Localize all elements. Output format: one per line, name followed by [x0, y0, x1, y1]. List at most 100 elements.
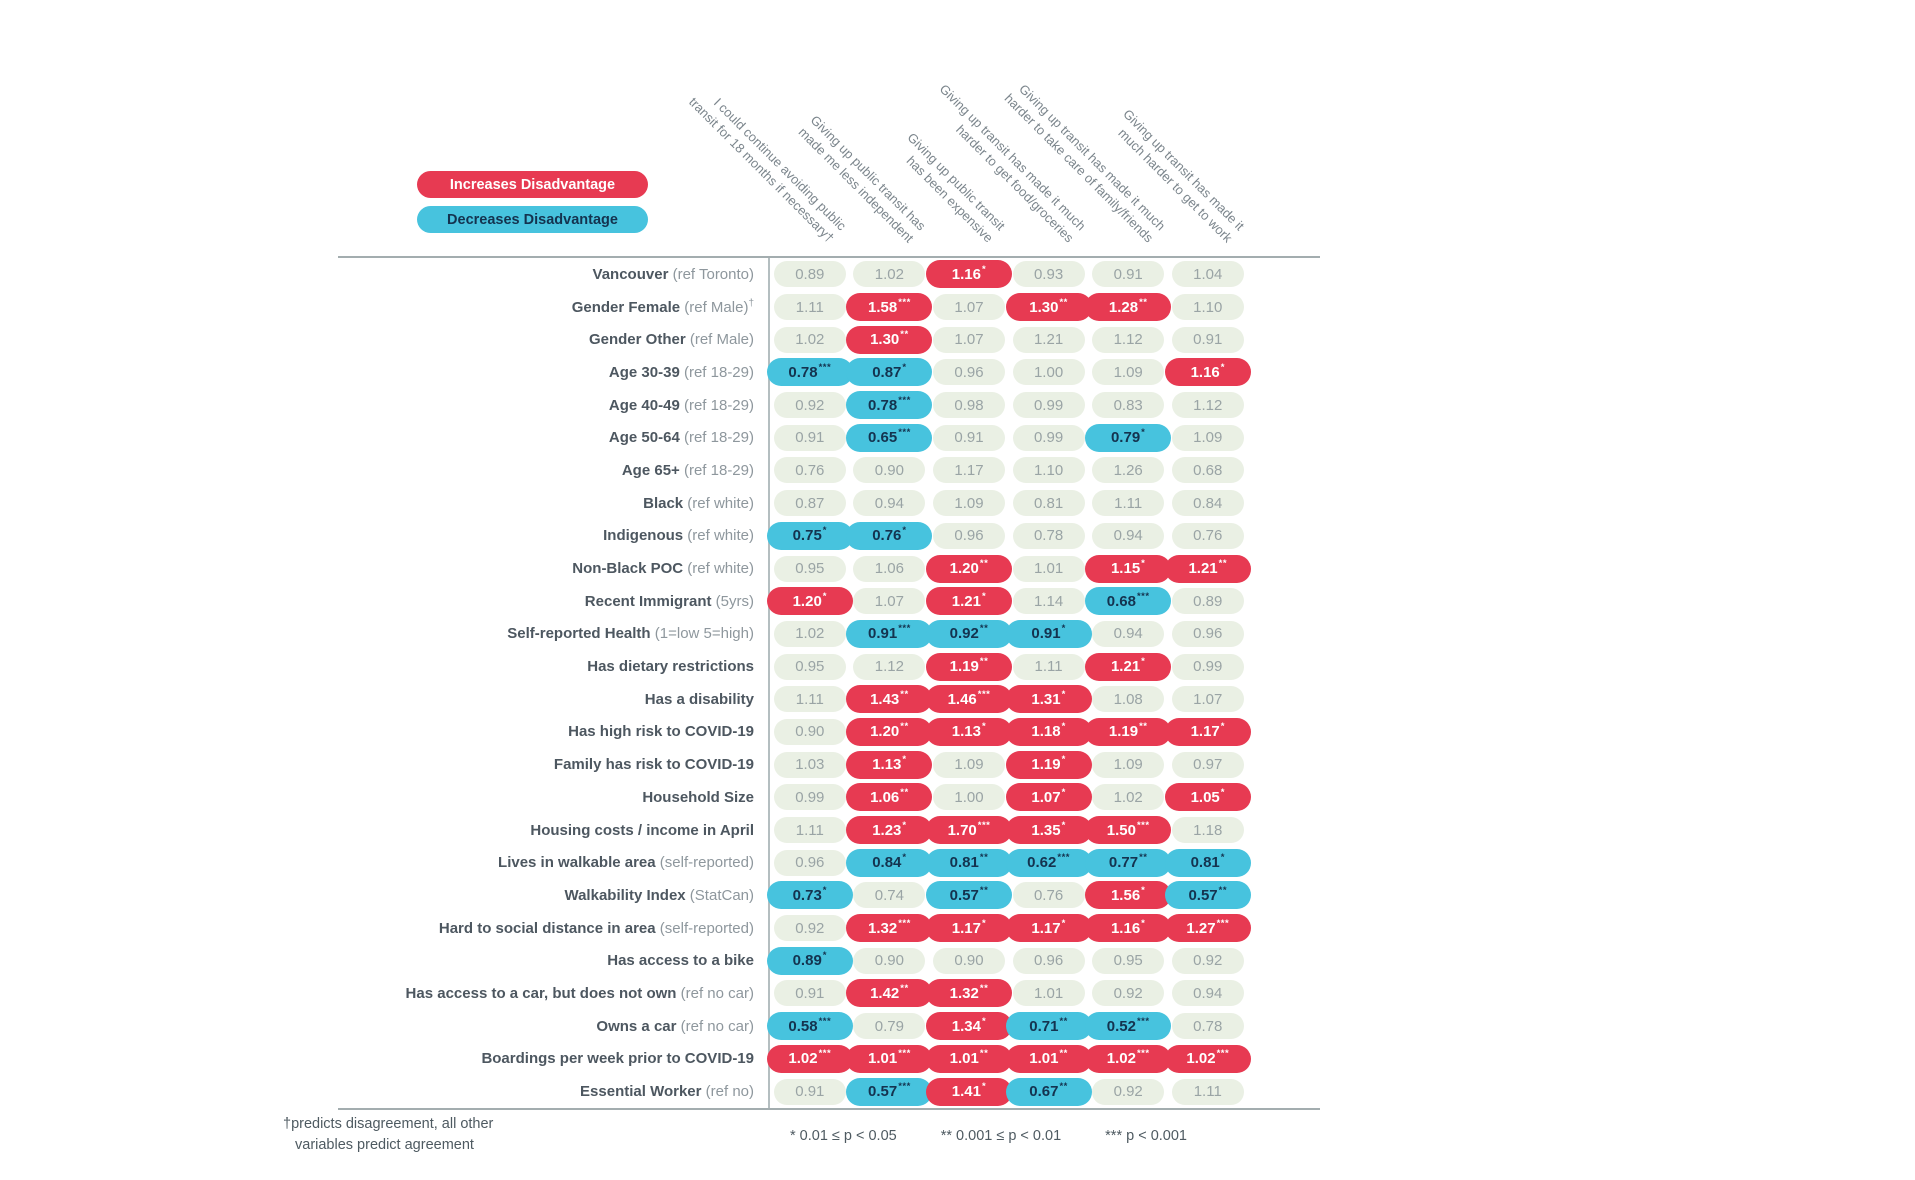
value-pill: 1.20 ** — [925, 554, 1012, 583]
value-pill: 1.19 * — [1005, 750, 1092, 779]
value-pill: 0.81 ** — [925, 848, 1012, 877]
value-pill: 1.23 * — [846, 816, 933, 845]
value-pill: 1.28 ** — [1085, 293, 1172, 322]
value-pill: 1.12 — [1092, 326, 1165, 353]
value-pill: 1.13 * — [925, 717, 1012, 746]
value-pill: 1.19 ** — [1085, 717, 1172, 746]
value-pill: 0.65 *** — [846, 423, 933, 452]
value-pill: 1.16 * — [1085, 914, 1172, 943]
value-pill: 0.62 *** — [1005, 848, 1092, 877]
value-pill: 0.52 *** — [1085, 1012, 1172, 1041]
value-pill: 0.90 — [853, 457, 926, 484]
value-pill: 1.07 — [932, 326, 1005, 353]
table-row: Age 65+ (ref 18-29) 0.76 0.90 1.17 1.10 1.26 0… — [0, 454, 1915, 487]
value-pill: 0.76 — [1171, 522, 1244, 549]
value-pill: 0.67 ** — [1005, 1077, 1092, 1106]
value-pill: 0.92 — [773, 392, 846, 419]
value-pill: 1.21 ** — [1164, 554, 1251, 583]
value-pill: 1.58 *** — [846, 293, 933, 322]
value-pill: 1.20 ** — [846, 717, 933, 746]
value-pill: 0.91 * — [1005, 619, 1092, 648]
value-pill: 1.16 * — [925, 260, 1012, 289]
value-pill: 1.43 ** — [846, 685, 933, 714]
value-pill: 0.99 — [773, 784, 846, 811]
value-pill: 0.81 * — [1164, 848, 1251, 877]
value-pill: 1.02 *** — [766, 1044, 853, 1073]
value-pill: 1.03 — [773, 751, 846, 778]
row-label: Housing costs / income in April — [530, 821, 754, 839]
value-pill: 1.02 — [773, 326, 846, 353]
row-label: Black (ref white) — [643, 494, 754, 512]
value-pill: 0.95 — [773, 653, 846, 680]
value-pill: 1.12 — [853, 653, 926, 680]
table-row: Gender Other (ref Male) 1.02 1.30 ** 1.07 1.2… — [0, 323, 1915, 357]
value-pill: 1.16 * — [1164, 358, 1251, 387]
value-pill: 0.89 — [1171, 588, 1244, 615]
value-pill: 0.94 — [1092, 620, 1165, 647]
table-row: Family has risk to COVID-19 1.03 1.13 * 1.09… — [0, 748, 1915, 781]
value-pill: 1.19 ** — [925, 652, 1012, 681]
value-pill: 0.68 — [1171, 457, 1244, 484]
table-row: Recent Immigrant (5yrs) 1.20 * 1.07 1.21 * 1.1… — [0, 584, 1915, 618]
value-pill: 0.90 — [932, 947, 1005, 974]
value-pill: 1.01 ** — [925, 1044, 1012, 1073]
value-pill: 1.05 * — [1164, 783, 1251, 812]
value-pill: 1.02 — [1092, 784, 1165, 811]
value-pill: 0.92 — [1092, 1078, 1165, 1105]
value-pill: 0.91 — [773, 1078, 846, 1105]
value-pill: 1.11 — [773, 294, 846, 321]
row-label: Lives in walkable area (self-reported) — [498, 854, 754, 872]
value-pill: 1.41 * — [925, 1077, 1012, 1106]
value-pill: 0.98 — [932, 392, 1005, 419]
table-row: Self-reported Health (1=low 5=high) 1.02 0… — [0, 617, 1915, 651]
value-pill: 0.99 — [1171, 653, 1244, 680]
value-pill: 1.35 * — [1005, 816, 1092, 845]
table-row: Black (ref white) 0.87 0.94 1.09 0.81 1.11 0.8… — [0, 486, 1915, 520]
value-pill: 0.76 — [1012, 882, 1085, 909]
legend-decreases-disadvantage: Decreases Disadvantage — [417, 206, 648, 233]
value-pill: 1.56 * — [1085, 881, 1172, 910]
value-pill: 1.11 — [773, 686, 846, 713]
value-pill: 1.17 * — [925, 914, 1012, 943]
value-pill: 0.95 — [1092, 947, 1165, 974]
table-row: Walkability Index (StatCan) 0.73 * 0.74 0.57… — [0, 879, 1915, 912]
value-pill: 1.04 — [1171, 261, 1244, 288]
value-pill: 1.09 — [1092, 359, 1165, 386]
value-pill: 1.01 — [1012, 980, 1085, 1007]
value-pill: 1.06 ** — [846, 783, 933, 812]
row-label: Family has risk to COVID-19 — [553, 756, 754, 774]
dagger-footnote-line1: †predicts disagreement, all other — [283, 1116, 494, 1132]
value-pill: 0.78 *** — [846, 391, 933, 420]
column-headers: I could continue avoiding public transit … — [0, 0, 1915, 256]
table-row: Household Size 0.99 1.06 ** 1.00 1.07 * 1.02 1.0… — [0, 781, 1915, 814]
value-pill: 0.87 — [773, 490, 846, 517]
table-row: Owns a car (ref no car) 0.58 *** 0.79 1.34 * 0… — [0, 1009, 1915, 1043]
value-pill: 0.79 * — [1085, 423, 1172, 452]
row-label: Has access to a car, but does not own (r… — [405, 984, 754, 1002]
value-pill: 0.84 — [1171, 490, 1244, 517]
row-label: Gender Female (ref Male)† — [571, 298, 754, 317]
value-pill: 0.94 — [1092, 522, 1165, 549]
value-pill: 0.92 ** — [925, 619, 1012, 648]
value-pill: 1.10 — [1012, 457, 1085, 484]
row-label: Indigenous (ref white) — [603, 527, 754, 545]
value-pill: 1.31 * — [1005, 685, 1092, 714]
value-pill: 1.21 — [1012, 326, 1085, 353]
significance-p001: *** p < 0.001 — [1105, 1128, 1187, 1144]
value-pill: 0.57 *** — [846, 1077, 933, 1106]
value-pill: 0.92 — [1171, 947, 1244, 974]
value-pill: 1.42 ** — [846, 979, 933, 1008]
value-pill: 1.70 *** — [925, 816, 1012, 845]
value-pill: 1.07 — [932, 294, 1005, 321]
value-pill: 1.14 — [1012, 588, 1085, 615]
value-pill: 0.99 — [1012, 424, 1085, 451]
value-pill: 0.79 — [853, 1013, 926, 1040]
value-pill: 1.06 — [853, 555, 926, 582]
value-pill: 1.46 *** — [925, 685, 1012, 714]
value-pill: 1.17 * — [1005, 914, 1092, 943]
row-label: Self-reported Health (1=low 5=high) — [507, 625, 754, 643]
row-label: Owns a car (ref no car) — [596, 1017, 754, 1035]
value-pill: 1.09 — [1171, 424, 1244, 451]
value-pill: 1.50 *** — [1085, 816, 1172, 845]
